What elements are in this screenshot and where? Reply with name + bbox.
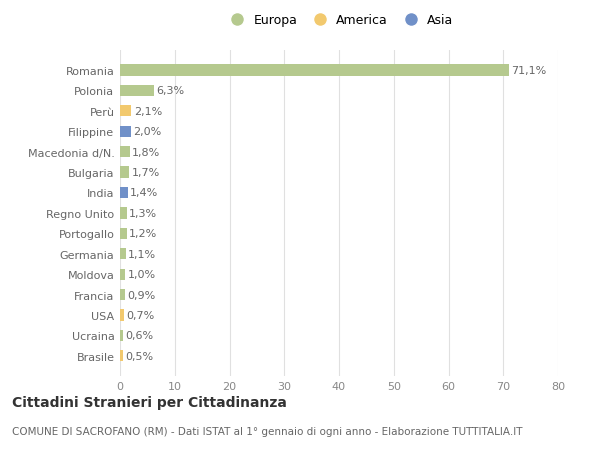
Text: 2,1%: 2,1% [134,106,162,117]
Bar [120,228,127,240]
Bar [120,208,127,219]
Text: 0,6%: 0,6% [125,330,154,341]
Text: 1,2%: 1,2% [129,229,157,239]
Text: 1,7%: 1,7% [131,168,160,178]
Text: 0,7%: 0,7% [126,310,154,320]
Legend: Europa, America, Asia: Europa, America, Asia [225,14,453,28]
Bar [120,167,130,178]
Bar [120,330,123,341]
Text: 6,3%: 6,3% [157,86,185,96]
Bar [120,350,123,362]
Text: 1,1%: 1,1% [128,249,157,259]
Text: 0,5%: 0,5% [125,351,153,361]
Text: 71,1%: 71,1% [511,66,547,76]
Bar [120,269,125,280]
Text: 1,3%: 1,3% [130,208,157,218]
Text: 1,4%: 1,4% [130,188,158,198]
Text: 1,8%: 1,8% [132,147,160,157]
Text: 1,0%: 1,0% [128,269,156,280]
Bar [120,310,124,321]
Text: Cittadini Stranieri per Cittadinanza: Cittadini Stranieri per Cittadinanza [12,395,287,409]
Bar [120,187,128,199]
Bar [120,106,131,117]
Text: 2,0%: 2,0% [133,127,161,137]
Bar [120,126,131,138]
Bar [120,289,125,301]
Bar [120,65,509,77]
Text: COMUNE DI SACROFANO (RM) - Dati ISTAT al 1° gennaio di ogni anno - Elaborazione : COMUNE DI SACROFANO (RM) - Dati ISTAT al… [12,426,523,436]
Bar [120,86,154,97]
Text: 0,9%: 0,9% [127,290,155,300]
Bar [120,249,126,260]
Bar [120,147,130,158]
